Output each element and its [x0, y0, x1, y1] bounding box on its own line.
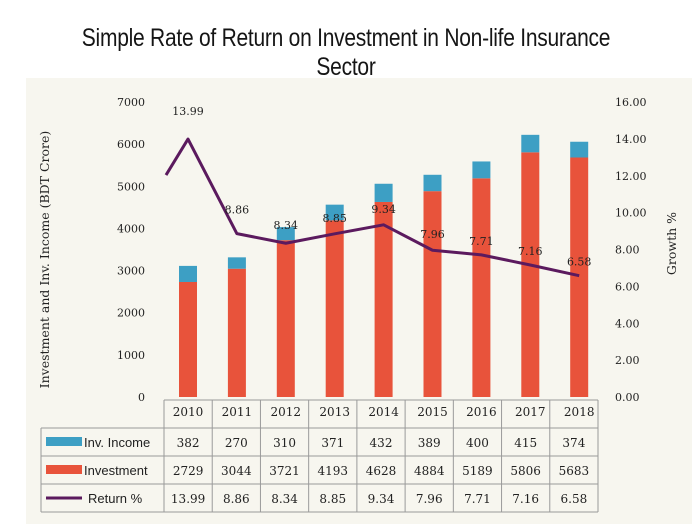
table-row-label: Return % [88, 491, 143, 506]
legend-key-inv-income [46, 437, 82, 446]
data-label: 8.34 [274, 219, 299, 232]
y-axis-label: Investment and Inv. Income (BDT Crore) [37, 131, 52, 389]
table-cell: 3721 [269, 464, 300, 478]
y2-tick-label: 6.00 [615, 280, 640, 293]
x-tick-label: 2013 [319, 405, 350, 419]
table-cell: 7.96 [416, 492, 443, 506]
bar-inv-income [227, 257, 246, 269]
table-cell: 371 [321, 436, 344, 450]
data-label: 9.34 [371, 203, 396, 216]
y2-tick-label: 10.00 [615, 207, 647, 220]
y-tick-label: 0 [138, 391, 145, 404]
table-row-label: Investment [84, 463, 148, 478]
bar-investment [276, 240, 295, 397]
chart-title: Simple Rate of Return on Investment in N… [81, 24, 611, 81]
y-tick-label: 3000 [117, 265, 145, 278]
y2-tick-label: 2.00 [615, 354, 640, 367]
table-cell: 9.34 [368, 492, 395, 506]
y-tick-label: 4000 [117, 222, 145, 235]
table-cell: 5683 [559, 464, 590, 478]
y-tick-label: 6000 [117, 138, 145, 151]
bar-inv-income [276, 227, 295, 241]
y-tick-label: 7000 [117, 96, 145, 109]
y2-tick-label: 14.00 [615, 133, 647, 146]
data-label: 7.71 [469, 235, 494, 248]
y2-tick-label: 12.00 [615, 170, 647, 183]
bar-inv-income [423, 174, 442, 192]
data-label: 7.96 [420, 228, 445, 241]
x-tick-label: 2014 [368, 405, 399, 419]
table-cell: 400 [466, 436, 489, 450]
table-cell: 415 [514, 436, 537, 450]
legend-key-investment [46, 465, 82, 474]
y2-tick-label: 4.00 [615, 317, 640, 330]
bar-investment [423, 191, 442, 397]
bar-investment [472, 178, 491, 397]
table-cell: 4628 [366, 464, 397, 478]
bar-inv-income [179, 265, 197, 282]
y-tick-label: 5000 [117, 180, 145, 193]
table-cell: 389 [418, 436, 441, 450]
y-tick-label: 2000 [117, 307, 145, 320]
x-tick-label: 2011 [222, 405, 253, 419]
bar-investment [374, 201, 393, 397]
bar-investment [570, 157, 589, 397]
y2-tick-label: 0.00 [615, 391, 640, 404]
table-cell: 374 [562, 436, 585, 450]
table-cell: 8.85 [319, 492, 346, 506]
table-cell: 3044 [221, 464, 252, 478]
x-tick-label: 2010 [173, 405, 204, 419]
data-label: 7.16 [518, 245, 543, 258]
table-cell: 5806 [510, 464, 541, 478]
data-label: 8.85 [322, 212, 347, 225]
x-tick-label: 2016 [466, 405, 497, 419]
table-cell: 5189 [462, 464, 493, 478]
table-cell: 382 [177, 436, 200, 450]
table-cell: 2729 [173, 464, 204, 478]
y-tick-label: 1000 [117, 349, 145, 362]
y2-tick-label: 8.00 [615, 244, 640, 257]
table-cell: 7.71 [464, 492, 491, 506]
bar-investment [325, 220, 344, 397]
table-cell: 4193 [318, 464, 349, 478]
table-cell: 8.34 [271, 492, 298, 506]
bar-inv-income [521, 134, 540, 153]
table-cell: 8.86 [223, 492, 250, 506]
bar-inv-income [570, 141, 589, 158]
data-label: 6.58 [567, 256, 592, 269]
table-cell: 432 [370, 436, 393, 450]
x-tick-label: 2015 [417, 405, 448, 419]
bar-inv-income [374, 183, 393, 202]
y2-tick-label: 16.00 [615, 96, 647, 109]
bar-investment [179, 281, 197, 397]
x-tick-label: 2017 [515, 405, 546, 419]
x-tick-label: 2018 [564, 405, 595, 419]
bar-inv-income [472, 161, 491, 179]
y2-axis-label: Growth % [664, 212, 679, 275]
table-cell: 7.16 [512, 492, 539, 506]
bar-investment [227, 268, 246, 397]
table-cell: 4884 [414, 464, 445, 478]
table-row-label: Inv. Income [84, 435, 150, 450]
data-label: 8.86 [225, 204, 250, 217]
table-cell: 270 [225, 436, 248, 450]
bar-investment [521, 152, 540, 397]
line-return [164, 137, 580, 278]
x-tick-label: 2012 [271, 405, 302, 419]
bar-inv-income [325, 204, 344, 221]
table-cell: 13.99 [171, 492, 205, 506]
data-label: 13.99 [172, 105, 204, 118]
table-cell: 310 [273, 436, 296, 450]
table-cell: 6.58 [561, 492, 588, 506]
